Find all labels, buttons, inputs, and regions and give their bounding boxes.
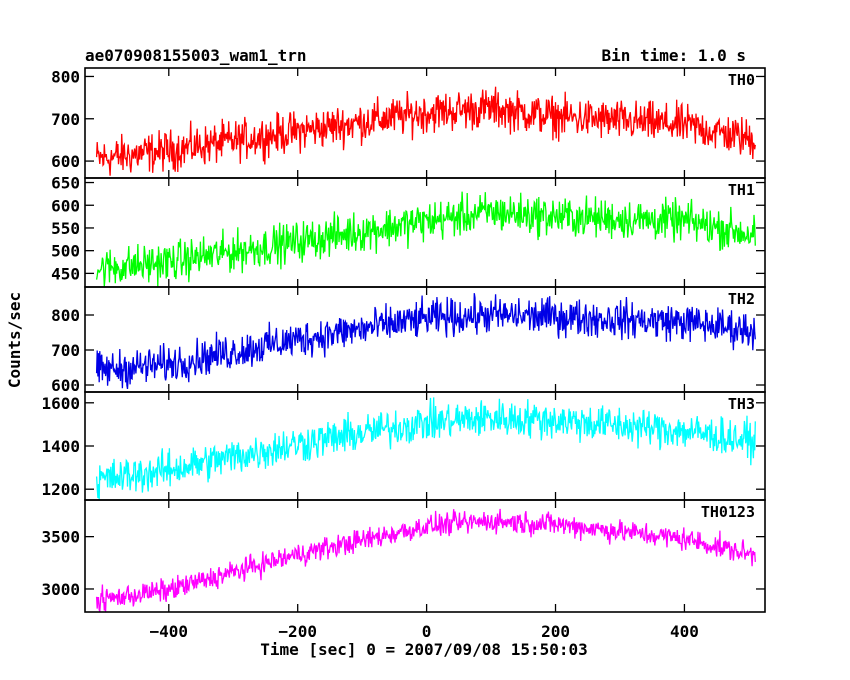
y-tick-label: 700 — [51, 110, 80, 129]
y-tick-label: 3000 — [41, 580, 80, 599]
series-line-th2 — [95, 293, 756, 390]
y-tick-label: 700 — [51, 341, 80, 360]
panel-th3: 1200 1400 1600 TH3 — [41, 391, 766, 501]
panel-label-th2: TH2 — [728, 290, 755, 308]
y-tick-label: 1600 — [41, 394, 80, 413]
y-tick-label: 600 — [51, 376, 80, 395]
y-tick-label: 600 — [51, 196, 80, 215]
x-tick-label: 0 — [422, 622, 432, 641]
x-tick-label: 400 — [670, 622, 699, 641]
panel-frame — [84, 286, 766, 393]
x-axis-label: Time [sec] 0 = 2007/09/08 15:50:03 — [260, 640, 588, 659]
x-tick-label: −400 — [150, 622, 189, 641]
panel-label-th0: TH0 — [728, 71, 755, 89]
panel-frame — [84, 391, 766, 501]
y-tick-label: 500 — [51, 242, 80, 261]
x-tick-label: 200 — [541, 622, 570, 641]
chart-title-text: ae070908155003_wam1_trn — [85, 46, 307, 65]
y-tick-label: 450 — [51, 264, 80, 283]
y-tick-label: 3500 — [41, 528, 80, 547]
panel-label-th0123: TH0123 — [701, 503, 755, 521]
y-tick-label: 800 — [51, 306, 80, 325]
y-tick-label: 600 — [51, 152, 80, 171]
y-tick-label: 1200 — [41, 480, 80, 499]
series-line-th3 — [95, 397, 756, 500]
x-tick-label: −200 — [278, 622, 317, 641]
y-tick-label: 800 — [51, 67, 80, 86]
panel-frame — [84, 177, 766, 288]
series-line-th0 — [95, 86, 756, 176]
panel-label-th3: TH3 — [728, 395, 755, 413]
bin-time-label: Bin time: 1.0 s — [602, 46, 747, 65]
panel-th1: 450 500 550 600 650 TH1 — [51, 174, 766, 288]
y-tick-label: 1400 — [41, 437, 80, 456]
y-tick-label: 650 — [51, 174, 80, 193]
panel-label-th1: TH1 — [728, 181, 755, 199]
series-line-th0123 — [95, 508, 756, 612]
panels-group: 600 700 800 TH0 450 500 550 600 650 TH1 600 700 800 T… — [41, 67, 766, 641]
series-line-th1 — [95, 191, 756, 288]
y-axis-label: Counts/sec — [5, 292, 24, 388]
panel-th2: 600 700 800 TH2 — [51, 286, 766, 395]
y-tick-label: 550 — [51, 219, 80, 238]
panel-th0123: 3000 3500 TH0123 — [41, 499, 766, 613]
panel-th0: 600 700 800 TH0 — [51, 67, 766, 179]
panel-frame — [84, 499, 766, 613]
